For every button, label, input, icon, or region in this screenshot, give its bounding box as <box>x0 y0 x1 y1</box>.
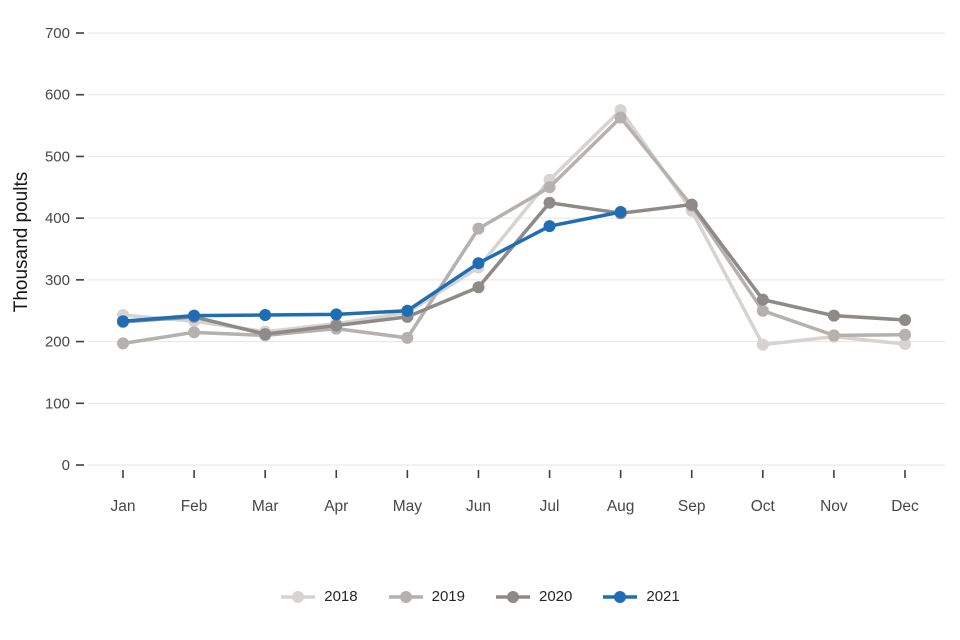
data-point-2019-Dec <box>899 328 911 341</box>
y-tick-label: 300 <box>45 272 70 289</box>
data-point-2021-Jun <box>472 257 485 270</box>
x-tick-label: Dec <box>891 498 919 515</box>
data-point-2018-Dec <box>899 338 911 351</box>
data-point-2020-Sep <box>685 198 698 211</box>
legend-item-series-2[interactable]: 2019 <box>388 588 465 605</box>
data-point-2019-Aug <box>614 111 627 124</box>
x-tick-label: Jun <box>466 498 491 515</box>
data-point-2019-Jun <box>472 222 485 235</box>
x-tick-label: Apr <box>324 498 348 515</box>
legend-item-series-4[interactable]: 2021 <box>602 588 680 605</box>
data-point-2021-May <box>401 304 414 317</box>
data-point-2020-Apr <box>330 319 343 332</box>
legend-line-dot-glyph <box>603 590 638 603</box>
data-point-2021-Apr <box>330 308 343 321</box>
series-line-2019 <box>121 115 907 346</box>
chart-area: 0 100 200 300 400 500 600 700 Jan Feb Mar Apr May Jun… <box>11 25 945 515</box>
y-tick-label: 100 <box>45 395 70 412</box>
y-tick-label: 200 <box>45 334 70 351</box>
data-point-2020-Oct <box>756 293 769 306</box>
legend-line-dot-glyph <box>496 590 530 603</box>
legend-label: 2020 <box>539 588 573 605</box>
data-point-2021-Feb <box>188 309 201 322</box>
y-tick-label: 400 <box>45 210 70 227</box>
data-point-2021-Aug <box>614 205 627 218</box>
chart-legend: 2018 2019 2020 2021 <box>0 588 960 605</box>
legend-line-dot-glyph <box>388 590 423 603</box>
x-tick-label: Oct <box>751 498 776 515</box>
data-point-2020-Mar <box>259 328 272 341</box>
x-tick-label: May <box>393 498 423 515</box>
data-point-2019-Nov <box>827 329 840 342</box>
y-tick-label: 0 <box>62 457 70 474</box>
data-point-2019-Jul <box>543 181 556 194</box>
y-tick-label: 500 <box>45 148 70 165</box>
legend-label: 2019 <box>431 588 465 605</box>
data-point-2021-Jan <box>117 315 129 328</box>
x-tick-label: Mar <box>252 498 279 515</box>
series-line-2021 <box>121 210 623 323</box>
series-line-2018 <box>121 108 907 347</box>
data-point-2020-Jun <box>472 281 485 294</box>
data-point-2020-Nov <box>827 309 840 322</box>
legend-label: 2018 <box>324 588 358 605</box>
data-point-2019-May <box>401 331 414 344</box>
data-point-2019-Feb <box>188 326 201 339</box>
legend-item-series-3[interactable]: 2020 <box>495 588 572 605</box>
data-point-2021-Jul <box>543 220 556 233</box>
x-tick-label: Aug <box>607 498 635 515</box>
legend-item-series-1[interactable]: 2018 <box>280 588 358 605</box>
x-tick-label: Nov <box>820 498 848 515</box>
data-point-2019-Oct <box>756 304 769 317</box>
legend-line-dot-glyph <box>281 590 316 603</box>
data-point-2021-Mar <box>259 309 272 322</box>
y-tick-label: 700 <box>45 25 70 42</box>
data-point-2020-Dec <box>899 313 911 326</box>
y-tick-label: 600 <box>45 87 70 104</box>
x-tick-label: Jul <box>540 498 560 515</box>
data-point-2019-Jan <box>117 337 129 350</box>
legend-label: 2021 <box>646 588 680 605</box>
y-axis-label: Thousand poults <box>11 171 32 313</box>
data-point-2018-Oct <box>756 338 769 351</box>
data-point-2020-Jul <box>543 196 556 209</box>
line-chart: 0 100 200 300 400 500 600 700 Jan Feb Mar Apr May Jun… <box>45 25 945 515</box>
x-tick-label: Sep <box>678 498 706 515</box>
x-tick-label: Feb <box>181 498 208 515</box>
x-tick-label: Jan <box>111 498 136 515</box>
